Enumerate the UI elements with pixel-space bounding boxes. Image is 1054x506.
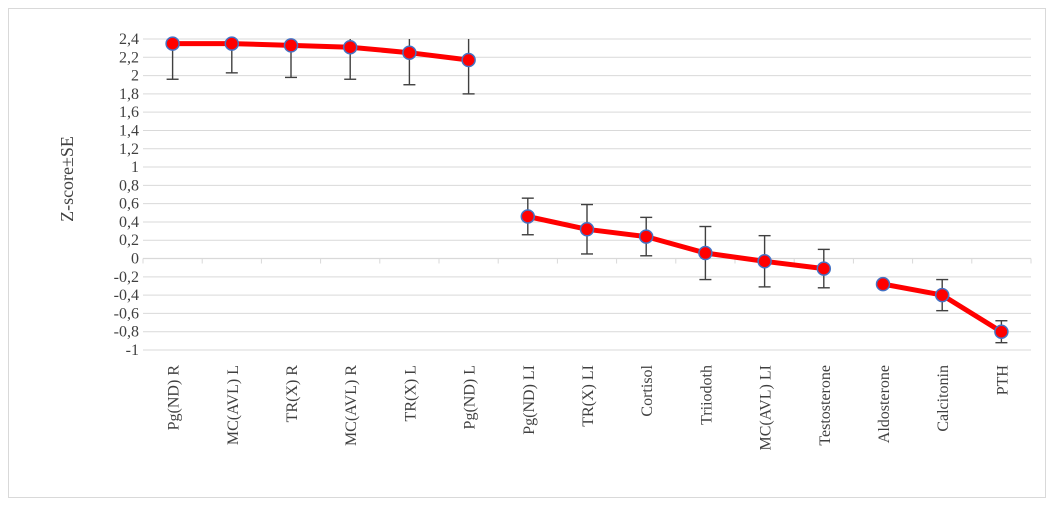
- x-category-label: Testosterone: [817, 365, 834, 446]
- y-tick-label: 1,2: [119, 141, 139, 158]
- series-line: [525, 214, 827, 272]
- y-tick-label: 0,4: [119, 214, 139, 231]
- x-category-label: Calcitonin: [935, 365, 952, 432]
- x-category-label: TR(X) L: [402, 365, 419, 421]
- line-chart: -1-0,8-0,6-0,4-0,200,20,40,60,811,21,41,…: [57, 31, 1032, 450]
- data-point: [638, 229, 654, 244]
- x-category-label: MC(AVL) R: [343, 365, 360, 446]
- data-point: [342, 39, 358, 55]
- data-point: [816, 261, 832, 276]
- x-category-label: PTH: [994, 365, 1011, 396]
- x-category-label: MC(AVL) LI: [758, 365, 775, 450]
- x-axis-category-labels: Pg(ND) R MC(AVL) L TR(X) R MC(AVL) R TR(X) L…: [166, 364, 1012, 450]
- data-point: [994, 324, 1009, 339]
- y-tick-label: 0: [131, 251, 139, 268]
- y-tick-label: -0,8: [114, 324, 139, 341]
- x-category-label: TR(X) R: [284, 365, 301, 423]
- y-axis-title: Z-score±SE: [57, 136, 77, 222]
- y-tick-label: 2,2: [119, 49, 139, 66]
- y-tick-label: -1: [126, 342, 139, 359]
- data-point: [224, 36, 240, 51]
- data-point: [579, 222, 595, 237]
- data-point: [461, 52, 476, 68]
- x-axis: [142, 257, 1032, 264]
- x-category-label: Pg(ND) R: [166, 365, 183, 431]
- y-tick-label: 0,6: [119, 196, 139, 213]
- x-category-label: TR(X) LI: [580, 365, 597, 427]
- y-tick-label: 1,6: [119, 104, 139, 121]
- data-point: [165, 36, 180, 51]
- data-point: [875, 276, 891, 292]
- series-line: [170, 41, 472, 63]
- x-category-label: Triiodoth: [698, 365, 715, 425]
- error-bars: [166, 39, 1008, 344]
- y-tick-label: -0,4: [114, 287, 139, 304]
- x-category-label: Pg(ND) L: [462, 365, 479, 429]
- y-tick-label: 1,4: [119, 122, 139, 139]
- y-tick-label: 2: [131, 68, 139, 85]
- data-point: [757, 254, 772, 269]
- y-tick-label: -0,6: [114, 305, 139, 322]
- data-point: [520, 209, 536, 224]
- x-category-label: Aldosterone: [876, 365, 893, 443]
- data-points: [165, 36, 1009, 339]
- y-tick-label: 0,2: [119, 232, 139, 249]
- data-point: [698, 245, 713, 261]
- data-point: [934, 287, 950, 303]
- y-axis-ticks: -1-0,8-0,6-0,4-0,200,20,40,60,811,21,41,…: [114, 31, 139, 359]
- y-tick-label: 1,8: [119, 86, 139, 103]
- chart-frame: -1 -0,8 -0,6 -0,4 -0,2 0 0,2 0,4 0,6 0,8 1 1,2 1,4 1,…: [8, 8, 1046, 498]
- y-tick-label: 2,4: [119, 31, 139, 48]
- y-tick-label: -0,2: [114, 269, 139, 286]
- x-category-label: Pg(ND) LI: [521, 365, 538, 435]
- series-lines: [170, 41, 1004, 335]
- y-tick-label: 1: [131, 159, 139, 176]
- x-category-label: Cortisol: [639, 364, 656, 416]
- data-point: [402, 45, 417, 60]
- gridlines: [143, 38, 1031, 351]
- y-tick-label: 0,8: [119, 177, 139, 194]
- data-point: [283, 38, 299, 53]
- x-category-label: MC(AVL) L: [225, 365, 242, 445]
